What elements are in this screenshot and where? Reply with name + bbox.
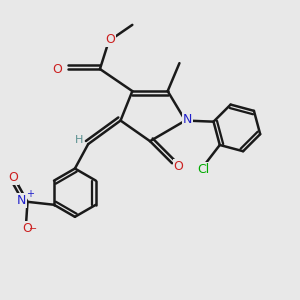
Text: N: N — [17, 194, 26, 207]
Text: N: N — [183, 112, 192, 126]
Text: −: − — [29, 224, 38, 234]
Text: O: O — [22, 222, 32, 235]
Text: O: O — [52, 62, 62, 76]
Text: H: H — [75, 135, 83, 145]
Text: Cl: Cl — [197, 163, 210, 176]
Text: O: O — [105, 33, 115, 46]
Text: O: O — [8, 171, 18, 184]
Text: +: + — [26, 190, 34, 200]
Text: O: O — [174, 160, 184, 173]
